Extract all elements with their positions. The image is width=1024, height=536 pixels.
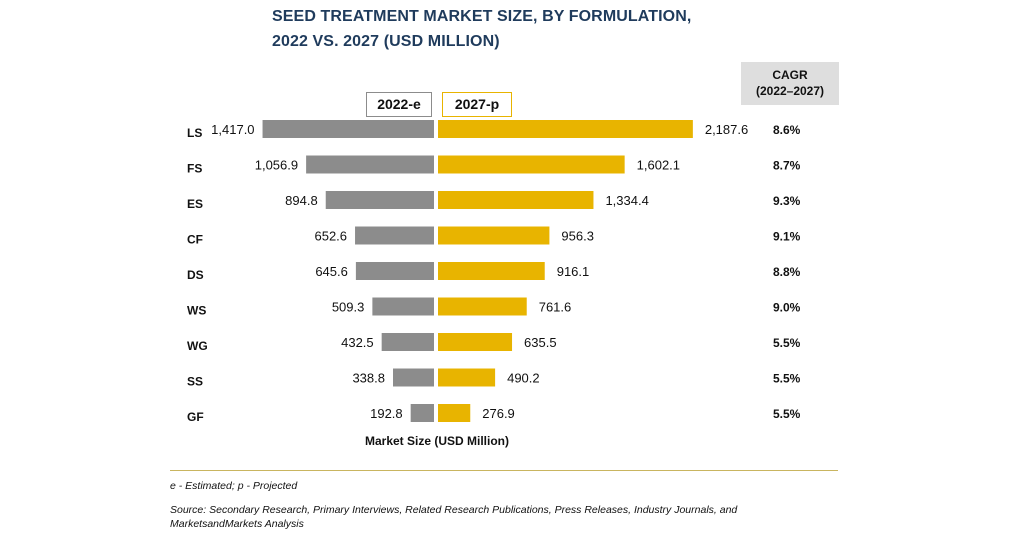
category-label-cf: CF bbox=[187, 233, 203, 247]
category-label-ls: LS bbox=[187, 126, 202, 140]
value-label-2022-ss: 338.8 bbox=[352, 371, 385, 386]
cagr-value-ls: 8.6% bbox=[773, 123, 801, 137]
value-label-2022-wg: 432.5 bbox=[341, 335, 374, 350]
chart-title-line-2: 2022 VS. 2027 (USD MILLION) bbox=[272, 33, 500, 50]
footnote: e - Estimated; p - Projected bbox=[170, 480, 298, 492]
bar-2022-ls bbox=[262, 120, 434, 138]
bar-2027-gf bbox=[438, 404, 471, 422]
value-label-2027-ss: 490.2 bbox=[507, 371, 540, 386]
bar-2022-es bbox=[325, 191, 434, 209]
chart-title: SEED TREATMENT MARKET SIZE, BY FORMULATI… bbox=[272, 4, 792, 54]
value-label-2022-gf: 192.8 bbox=[370, 406, 403, 421]
value-label-2027-ws: 761.6 bbox=[539, 300, 572, 315]
cagr-value-ds: 8.8% bbox=[773, 265, 801, 279]
source-note: Source: Secondary Research, Primary Inte… bbox=[170, 503, 810, 531]
chart-title-line-1: SEED TREATMENT MARKET SIZE, BY FORMULATI… bbox=[272, 8, 692, 25]
bar-2022-gf bbox=[410, 404, 434, 422]
cagr-value-cf: 9.1% bbox=[773, 230, 801, 244]
bar-2027-ls bbox=[438, 120, 693, 138]
category-label-gf: GF bbox=[187, 410, 204, 424]
bar-2027-ds bbox=[438, 262, 545, 280]
value-label-2022-fs: 1,056.9 bbox=[255, 158, 298, 173]
value-label-2027-cf: 956.3 bbox=[561, 229, 594, 244]
value-label-2027-wg: 635.5 bbox=[524, 335, 557, 350]
value-label-2027-gf: 276.9 bbox=[482, 406, 515, 421]
cagr-value-wg: 5.5% bbox=[773, 336, 801, 350]
cagr-value-gf: 5.5% bbox=[773, 407, 801, 421]
bar-2022-ws bbox=[372, 297, 434, 316]
value-label-2022-ls: 1,417.0 bbox=[211, 122, 254, 137]
value-label-2022-cf: 652.6 bbox=[314, 229, 347, 244]
category-label-fs: FS bbox=[187, 162, 202, 176]
bar-2022-ds bbox=[355, 262, 434, 280]
bar-2027-cf bbox=[438, 226, 550, 245]
value-label-2027-ls: 2,187.6 bbox=[705, 122, 748, 137]
cagr-value-ss: 5.5% bbox=[773, 372, 801, 386]
bar-2022-wg bbox=[381, 333, 434, 351]
bar-2027-ws bbox=[438, 297, 527, 316]
cagr-value-fs: 8.7% bbox=[773, 159, 801, 173]
cagr-value-es: 9.3% bbox=[773, 194, 801, 208]
bar-2022-cf bbox=[355, 226, 434, 245]
butterfly-bar-chart: LS 1,417.0 2,187.6 8.6% FS 1,056.9 1,602.1 8.7%… bbox=[187, 120, 801, 448]
value-label-2027-ds: 916.1 bbox=[557, 264, 590, 279]
footer-divider bbox=[170, 470, 838, 471]
legend-2022e: 2022-e bbox=[366, 92, 432, 117]
x-axis-label: Market Size (USD Million) bbox=[365, 434, 509, 448]
bar-2027-es bbox=[438, 191, 594, 209]
value-label-2027-fs: 1,602.1 bbox=[637, 158, 680, 173]
category-label-ds: DS bbox=[187, 268, 204, 282]
bar-2022-fs bbox=[306, 155, 434, 174]
cagr-header: CAGR (2022–2027) bbox=[741, 62, 839, 105]
legend-2027p: 2027-p bbox=[442, 92, 512, 117]
bar-2027-wg bbox=[438, 333, 513, 351]
category-label-wg: WG bbox=[187, 339, 208, 353]
source-line-1: Source: Secondary Research, Primary Inte… bbox=[170, 504, 738, 516]
source-line-2: MarketsandMarkets Analysis bbox=[170, 518, 304, 530]
cagr-header-line-2: (2022–2027) bbox=[755, 84, 825, 98]
value-label-2027-es: 1,334.4 bbox=[605, 193, 648, 208]
category-label-es: ES bbox=[187, 197, 203, 211]
cagr-value-ws: 9.0% bbox=[773, 301, 801, 315]
bar-2027-ss bbox=[438, 368, 496, 387]
category-label-ws: WS bbox=[187, 304, 206, 318]
category-label-ss: SS bbox=[187, 375, 203, 389]
value-label-2022-ds: 645.6 bbox=[315, 264, 348, 279]
bar-2022-ss bbox=[393, 368, 434, 387]
value-label-2022-es: 894.8 bbox=[285, 193, 318, 208]
cagr-header-line-1: CAGR bbox=[772, 68, 808, 82]
bar-2027-fs bbox=[438, 155, 625, 174]
value-label-2022-ws: 509.3 bbox=[332, 300, 365, 315]
